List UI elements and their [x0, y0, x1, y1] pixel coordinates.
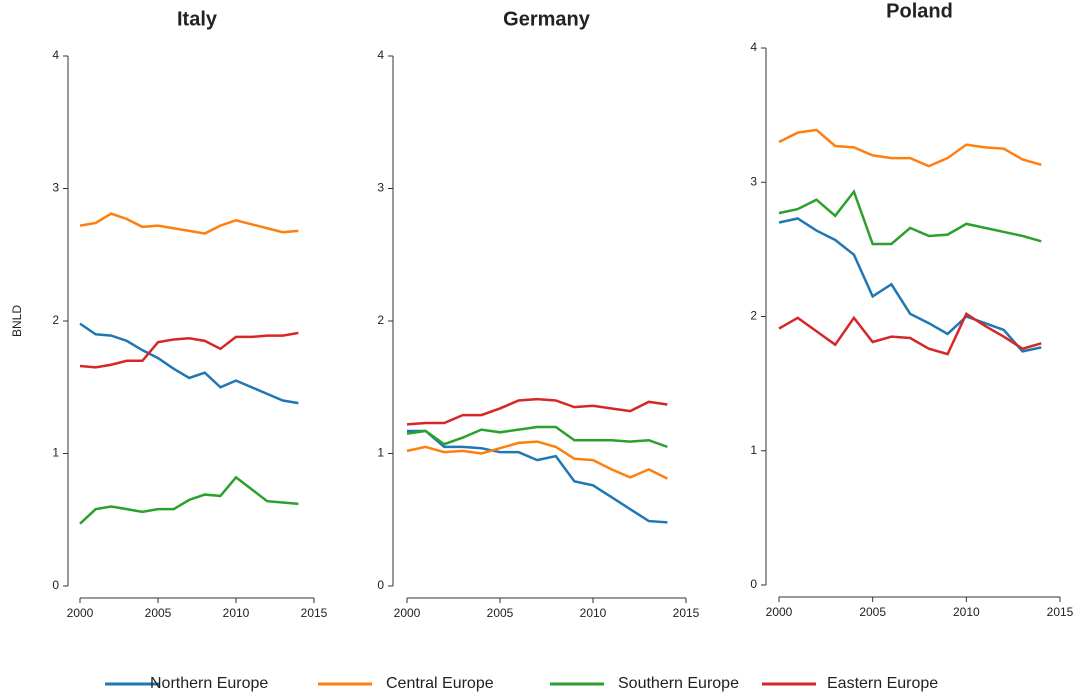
y-tick-label: 3 [750, 174, 757, 188]
series-line [406, 440, 668, 480]
x-tick-label: 2015 [301, 606, 328, 620]
legend-label: Central Europe [386, 675, 494, 692]
chart-title: Italy [177, 8, 218, 30]
y-tick-label: 2 [52, 313, 59, 327]
series-line [778, 217, 1042, 353]
y-tick-label: 1 [52, 446, 59, 460]
series-line [407, 429, 668, 524]
x-tick-label: 2010 [223, 606, 250, 620]
series-line [79, 475, 299, 525]
y-tick-label: 4 [52, 48, 59, 62]
y-axis-label: BNLD [10, 305, 24, 337]
series-line [79, 322, 299, 405]
y-tick-label: 1 [377, 446, 384, 460]
y-tick-label: 2 [377, 313, 384, 327]
x-tick-label: 2005 [859, 605, 886, 619]
y-tick-label: 0 [52, 578, 59, 592]
y-tick-label: 2 [750, 309, 757, 323]
series-line [778, 311, 1042, 356]
y-tick-label: 3 [52, 181, 59, 195]
legend-label: Northern Europe [150, 675, 268, 692]
y-tick-label: 4 [750, 40, 757, 54]
x-tick-label: 2015 [673, 606, 700, 620]
y-tick-label: 0 [750, 577, 757, 591]
y-tick-label: 4 [377, 48, 384, 62]
x-tick-label: 2000 [394, 606, 421, 620]
series-line [778, 189, 1042, 246]
chart-title: Poland [886, 0, 953, 22]
legend-label: Southern Europe [618, 675, 739, 692]
x-tick-label: 2010 [580, 606, 607, 620]
x-tick-label: 2005 [145, 606, 172, 620]
x-tick-label: 2015 [1047, 605, 1074, 619]
x-tick-label: 2005 [487, 606, 514, 620]
chart-title: Germany [503, 8, 591, 30]
x-tick-label: 2000 [766, 605, 793, 619]
series-line [406, 397, 668, 426]
series-line [79, 331, 299, 369]
legend-label: Eastern Europe [827, 675, 938, 692]
y-tick-label: 3 [377, 181, 384, 195]
series-line [79, 212, 299, 235]
y-tick-label: 1 [750, 443, 757, 457]
series-line [406, 425, 668, 449]
y-tick-label: 0 [377, 578, 384, 592]
x-tick-label: 2010 [953, 605, 980, 619]
x-tick-label: 2000 [67, 606, 94, 620]
series-line [778, 128, 1042, 168]
